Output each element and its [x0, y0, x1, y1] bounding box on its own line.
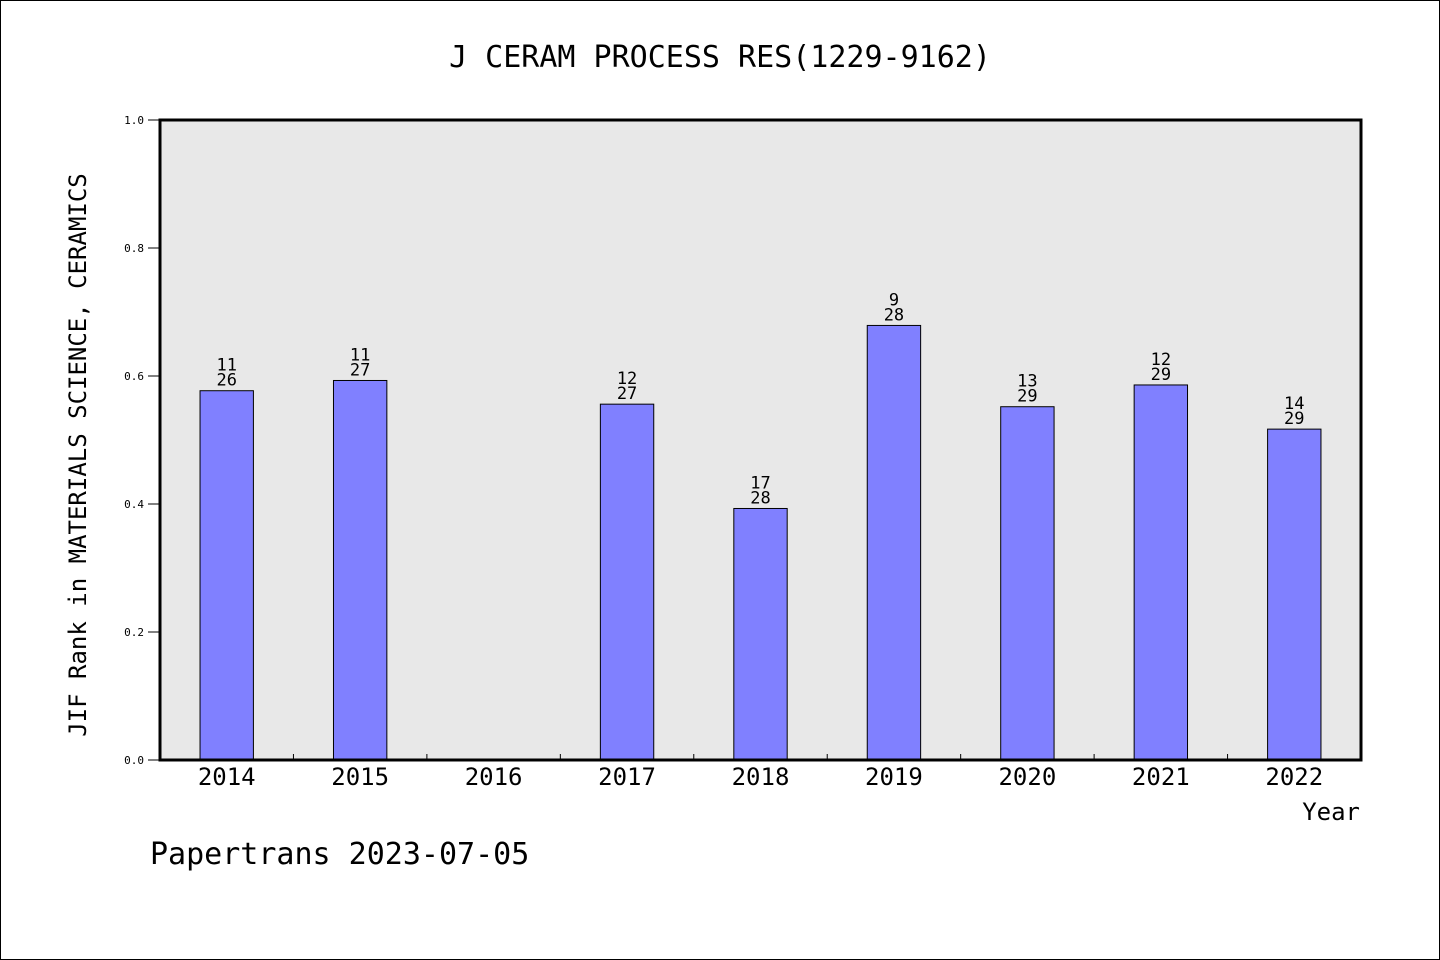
y-tick-label: 0.0 [124, 754, 144, 767]
x-tick-label: 2021 [1132, 763, 1190, 791]
footer-credit: Papertrans 2023-07-05 [150, 837, 529, 872]
bar-rank-label: 12 [1151, 350, 1171, 370]
bar [1000, 406, 1055, 761]
bar-rank-label: 11 [216, 356, 236, 376]
x-tick-label: 2015 [331, 763, 389, 791]
bar-total-label: 27 [350, 360, 370, 380]
bar [332, 379, 388, 761]
bar-total-label: 29 [1284, 409, 1304, 429]
bar-rank-label: 12 [617, 369, 637, 389]
x-tick-label: 2020 [998, 763, 1056, 791]
bar-rank-label: 11 [350, 345, 370, 365]
x-axis: 2014 2015 2016 2017 2018 2019 2020 2021 2022 [198, 754, 1323, 791]
bar-rank-label: 14 [1284, 394, 1304, 414]
bar [599, 403, 655, 761]
bar-total-label: 27 [617, 384, 637, 404]
bar [1267, 428, 1322, 761]
bar [199, 390, 254, 761]
x-tick-label: 2022 [1265, 763, 1323, 791]
y-tick-label: 1.0 [124, 114, 144, 127]
chart-title: J CERAM PROCESS RES(1229-9162) [449, 40, 991, 75]
y-tick-label: 0.4 [124, 498, 144, 511]
bar [866, 324, 922, 761]
x-tick-label: 2018 [732, 763, 790, 791]
bar-rank-label: 9 [889, 290, 899, 310]
bar [1133, 384, 1189, 761]
y-tick-label: 0.2 [124, 626, 144, 639]
x-tick-label: 2014 [198, 763, 256, 791]
y-axis-label: JIF Rank in MATERIALS SCIENCE, CERAMICS [64, 173, 92, 737]
y-tick-label: 0.8 [124, 242, 144, 255]
bar-total-label: 28 [884, 305, 904, 325]
plot-border [158, 118, 1363, 762]
y-axis: 0.0 0.2 0.4 0.6 0.8 1.0 [124, 114, 160, 767]
x-tick-label: 2019 [865, 763, 923, 791]
x-axis-label: Year [1302, 798, 1360, 826]
bar-total-label: 29 [1151, 365, 1171, 385]
bar-total-label: 26 [216, 371, 236, 391]
y-tick-label: 0.6 [124, 370, 144, 383]
x-tick-label: 2017 [598, 763, 656, 791]
bar [733, 507, 788, 761]
bar-total-label: 28 [750, 488, 770, 508]
bar-rank-label: 17 [750, 473, 770, 493]
x-tick-label: 2016 [465, 763, 523, 791]
bar-total-label: 29 [1017, 387, 1037, 407]
bar-rank-label: 13 [1017, 372, 1037, 392]
